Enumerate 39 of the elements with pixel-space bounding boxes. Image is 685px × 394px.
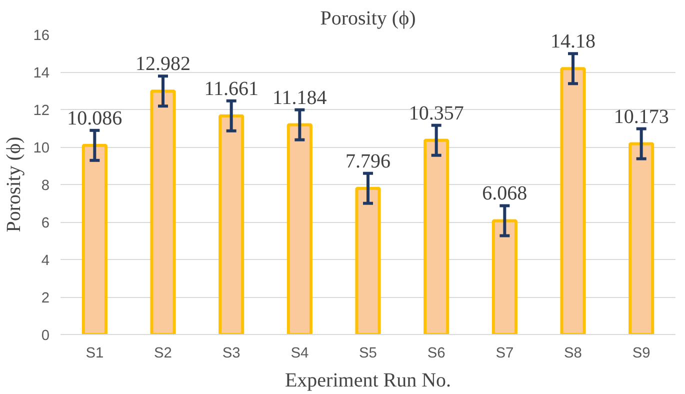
bar	[560, 67, 586, 334]
bar	[424, 138, 450, 334]
data-label: 10.357	[408, 102, 464, 124]
y-tick-label: 16	[33, 28, 50, 44]
x-tick-label: S9	[632, 346, 650, 362]
x-axis-title: Experiment Run No.	[284, 370, 452, 392]
y-tick-label: 14	[33, 66, 50, 82]
data-label: 10.173	[614, 106, 669, 128]
y-tick-label: 10	[33, 140, 50, 156]
data-label: 11.661	[204, 78, 258, 100]
x-tick-label: S1	[86, 346, 104, 362]
y-tick-label: 6	[41, 216, 50, 232]
x-tick-label: S5	[359, 346, 377, 362]
bar	[355, 186, 381, 334]
y-tick-label: 8	[41, 178, 50, 194]
data-label: 6.068	[482, 182, 528, 205]
x-tick-label: S2	[154, 346, 172, 362]
y-tick-label: 12	[33, 103, 50, 119]
y-tick-label: 0	[41, 328, 50, 344]
bar	[218, 114, 244, 334]
bar	[82, 144, 108, 334]
x-tick-label: S6	[427, 346, 446, 362]
bar	[286, 123, 312, 334]
y-axis-title: Porosity (ϕ)	[3, 136, 26, 232]
y-tick-label: 2	[41, 290, 50, 306]
data-label: 14.18	[550, 30, 596, 53]
x-tick-label: S8	[564, 346, 582, 362]
data-label: 12.982	[136, 53, 190, 76]
data-label: 10.086	[67, 107, 122, 130]
x-tick-label: S4	[290, 346, 309, 362]
bar	[150, 90, 176, 334]
bar	[492, 219, 518, 334]
chart-title: Porosity (ϕ)	[320, 8, 416, 30]
y-tick-label: 4	[41, 253, 50, 269]
x-tick-label: S7	[496, 346, 514, 362]
x-tick-label: S3	[222, 346, 240, 362]
data-label: 7.796	[346, 150, 390, 172]
data-label: 11.184	[272, 86, 327, 109]
bar	[628, 142, 654, 334]
